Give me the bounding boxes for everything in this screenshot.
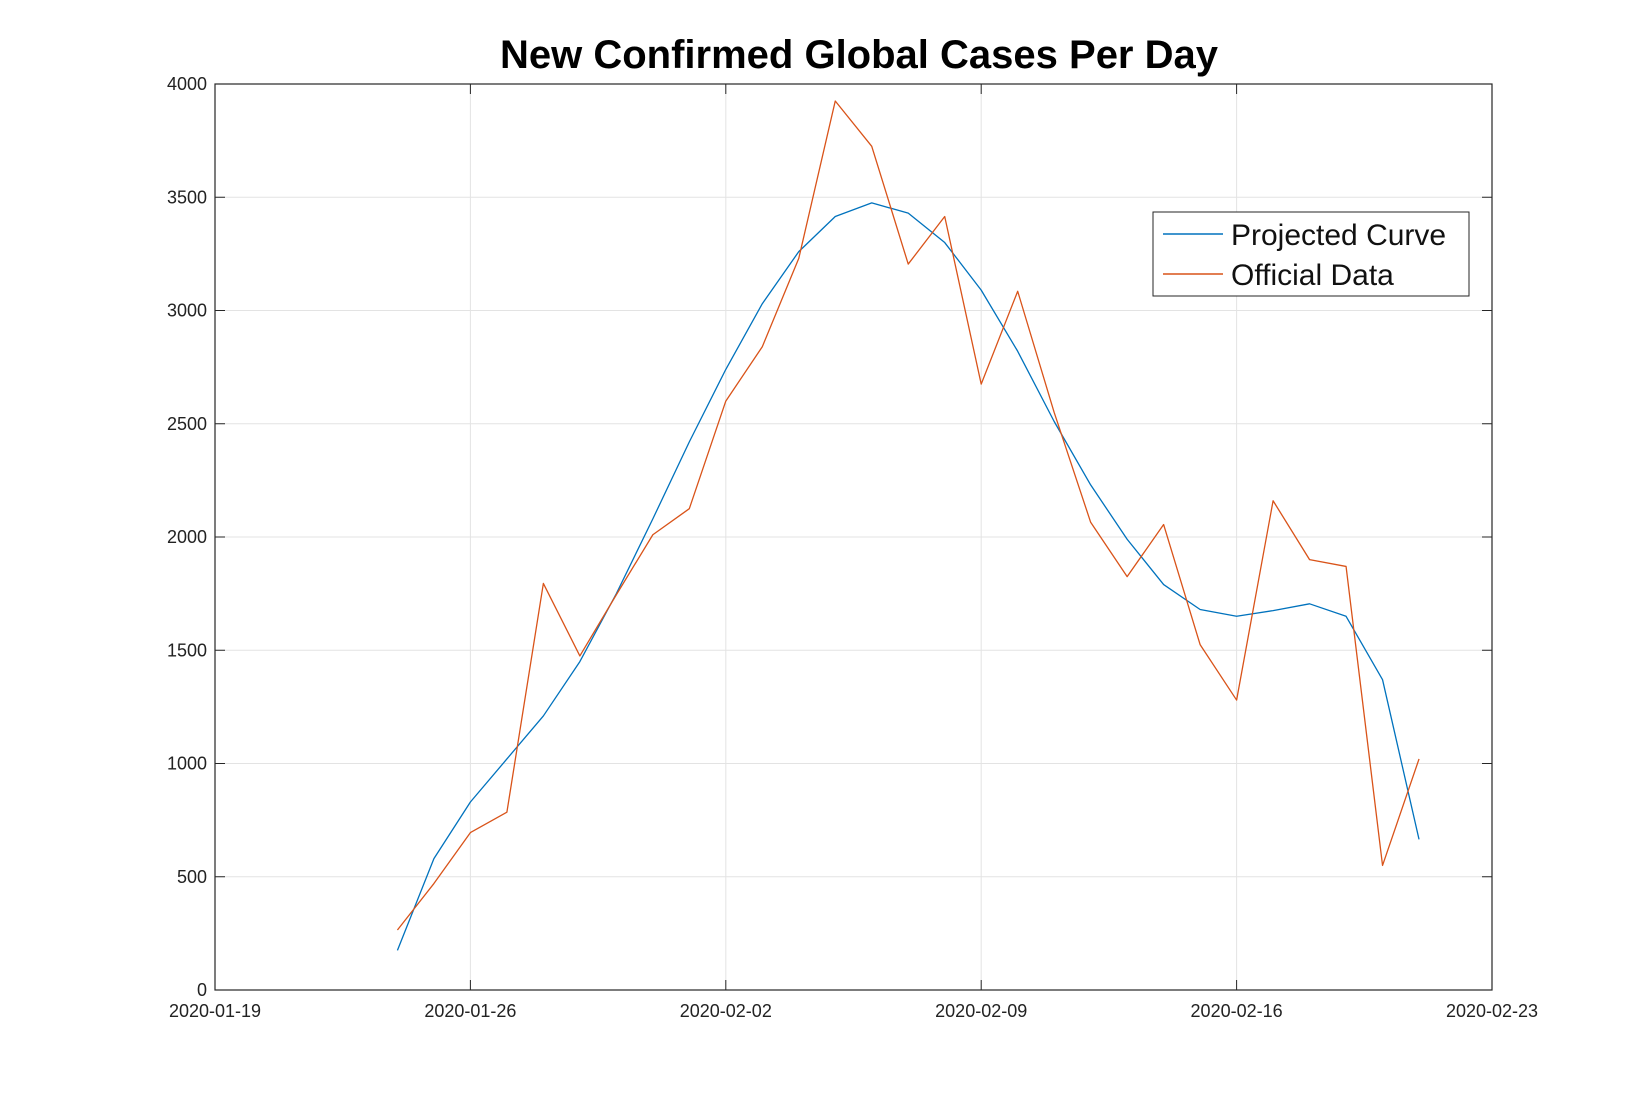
series-line-projected-curve [396, 202, 1420, 951]
chart-title: New Confirmed Global Cases Per Day [500, 33, 1219, 77]
y-tick-label: 0 [197, 980, 207, 1000]
series-line-official-data [396, 100, 1420, 931]
x-tick-label: 2020-02-09 [935, 1001, 1027, 1021]
y-tick-label: 500 [177, 867, 207, 887]
y-tick-label: 4000 [167, 74, 207, 94]
x-tick-label: 2020-02-02 [680, 1001, 772, 1021]
y-tick-label: 2500 [167, 414, 207, 434]
series-lines [396, 100, 1420, 951]
y-tick-label: 1000 [167, 754, 207, 774]
y-tick-label: 1500 [167, 640, 207, 660]
axes: 2020-01-19 2020-01-26 2020-02-02 2020-02-09… [167, 74, 1538, 1021]
y-tick-label: 3000 [167, 301, 207, 321]
y-tick-label: 2000 [167, 527, 207, 547]
y-tick-label: 3500 [167, 187, 207, 207]
x-tick-label: 2020-01-19 [169, 1001, 261, 1021]
legend: Projected Curve Official Data [1152, 211, 1470, 297]
legend-label-projected-curve: Projected Curve [1231, 219, 1446, 252]
x-tick-label: 2020-01-26 [424, 1001, 516, 1021]
legend-label-official-data: Official Data [1231, 259, 1394, 292]
x-tick-label: 2020-02-16 [1191, 1001, 1283, 1021]
legend-box [1152, 211, 1470, 297]
x-tick-label: 2020-02-23 [1446, 1001, 1538, 1021]
